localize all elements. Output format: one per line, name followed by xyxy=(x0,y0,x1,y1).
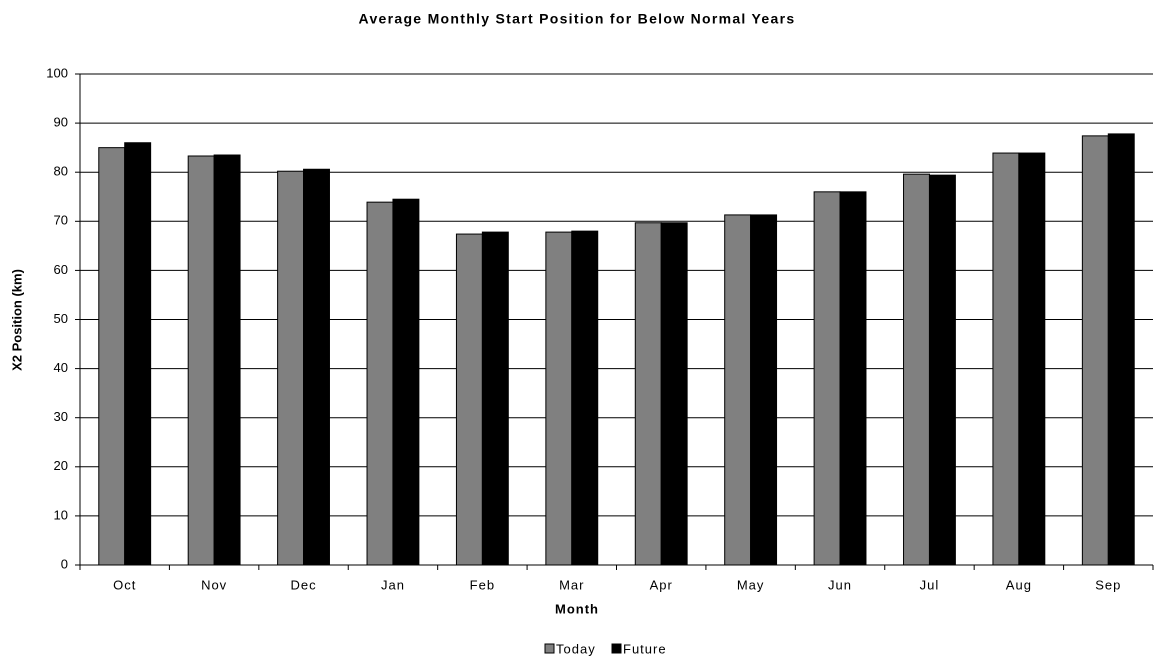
y-tick-label: 70 xyxy=(54,213,68,228)
bar xyxy=(545,231,573,566)
y-tick-label: 0 xyxy=(61,556,68,571)
y-tick-label: 40 xyxy=(54,360,68,375)
x-tick-label: Oct xyxy=(113,577,136,592)
bar xyxy=(481,231,509,566)
bar xyxy=(277,170,305,566)
bar xyxy=(213,154,241,566)
y-tick-label: 50 xyxy=(54,311,68,326)
bar xyxy=(750,214,778,566)
y-tick-label: 10 xyxy=(54,507,68,522)
legend-swatch xyxy=(611,643,622,654)
x-tick-label: Jan xyxy=(381,577,405,592)
bar xyxy=(1107,133,1135,566)
bar xyxy=(366,201,394,566)
x-tick-label: Aug xyxy=(1006,577,1032,592)
bar xyxy=(571,230,599,566)
bar xyxy=(992,152,1020,566)
bar xyxy=(187,155,215,566)
x-tick-label: Mar xyxy=(559,577,584,592)
y-tick-label: 60 xyxy=(54,262,68,277)
bar xyxy=(392,198,420,566)
x-tick-label: Feb xyxy=(470,577,495,592)
bar xyxy=(839,191,867,566)
y-tick-label: 90 xyxy=(54,115,68,130)
y-tick-label: 30 xyxy=(54,409,68,424)
bar xyxy=(303,168,330,566)
bar xyxy=(634,222,662,566)
bar xyxy=(455,233,483,566)
y-tick-label: 100 xyxy=(46,65,68,80)
x-tick-label: Dec xyxy=(290,577,316,592)
bar xyxy=(903,173,930,566)
bar xyxy=(124,142,152,566)
bar xyxy=(724,214,752,566)
x-tick-label: Apr xyxy=(650,577,673,592)
y-tick-label: 20 xyxy=(54,458,68,473)
bar xyxy=(813,191,841,566)
legend-label: Today xyxy=(556,641,596,656)
legend-label: Future xyxy=(623,641,667,656)
chart-title: Average Monthly Start Position for Below… xyxy=(359,11,796,27)
y-axis-title: X2 Position (km) xyxy=(9,269,24,371)
legend-swatch xyxy=(544,643,555,654)
x-tick-label: May xyxy=(737,577,765,592)
bar xyxy=(1081,135,1109,566)
x-tick-label: Sep xyxy=(1095,577,1121,592)
x-axis-title: Month xyxy=(555,601,599,616)
y-tick-label: 80 xyxy=(54,164,68,179)
bar xyxy=(1018,152,1046,566)
x-tick-label: Jul xyxy=(920,577,940,592)
x-tick-label: Jun xyxy=(828,577,852,592)
bar xyxy=(660,222,688,566)
bar xyxy=(928,174,956,566)
x-tick-label: Nov xyxy=(201,577,227,592)
bar xyxy=(98,147,126,566)
